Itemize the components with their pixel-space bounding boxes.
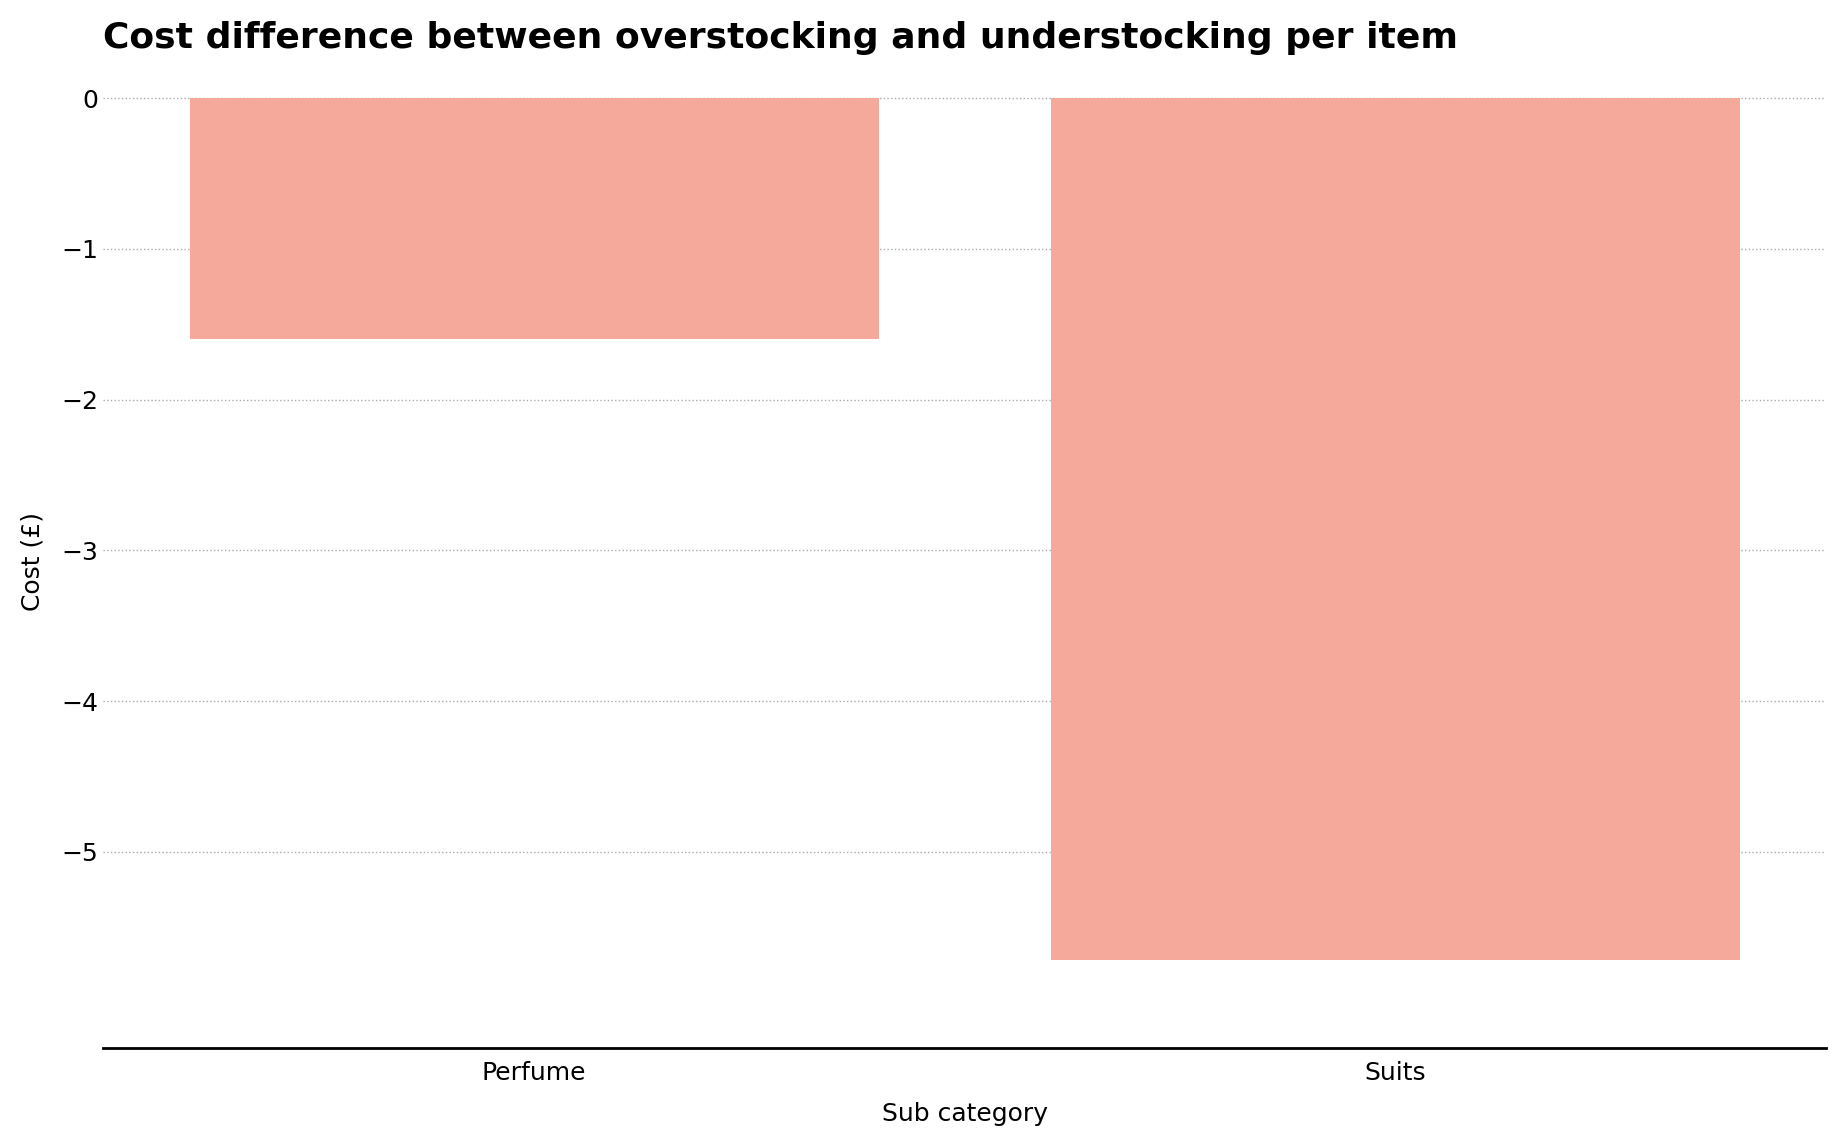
X-axis label: Sub category: Sub category	[881, 1102, 1047, 1126]
Y-axis label: Cost (£): Cost (£)	[20, 512, 44, 611]
Text: Cost difference between overstocking and understocking per item: Cost difference between overstocking and…	[103, 21, 1459, 55]
Bar	[190, 99, 879, 340]
Bar	[1051, 99, 1740, 960]
